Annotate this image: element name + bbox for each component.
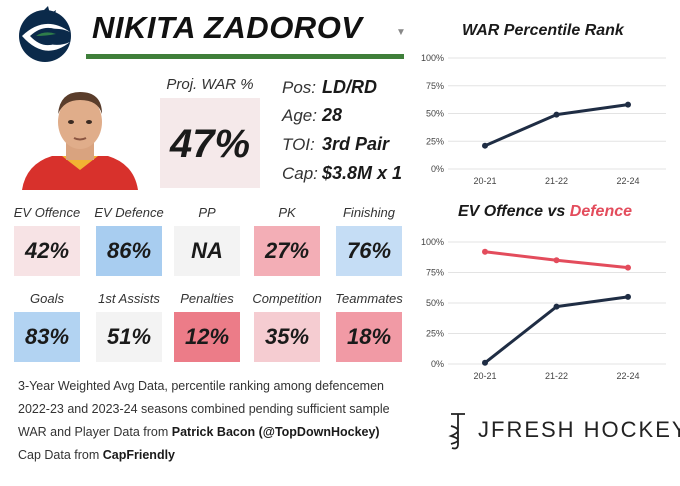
- footer-note-2: 2022-23 and 2023-24 seasons combined pen…: [18, 402, 390, 416]
- info-pos-value: LD/RD: [322, 77, 377, 97]
- stat-label-competition: Competition: [252, 291, 322, 306]
- proj-war-label: Proj. WAR %: [166, 76, 254, 93]
- info-toi-value: 3rd Pair: [322, 134, 390, 154]
- stat-label-penalties: Penalties: [180, 291, 234, 306]
- stat-tile-ev-defence: 86%: [96, 226, 162, 276]
- info-age-value: 28: [322, 105, 343, 125]
- chart-2-series-1-point: [625, 264, 631, 271]
- chart-1-series-0-point: [482, 142, 488, 149]
- chart-1-ytick-label: 50%: [426, 109, 444, 119]
- chart-1-xtick-label: 22-24: [616, 176, 639, 186]
- chart-1-ytick-label: 0%: [431, 164, 444, 174]
- stat-tile-ev-offence: 42%: [14, 226, 80, 276]
- footer-note-1: 3-Year Weighted Avg Data, percentile ran…: [18, 379, 384, 393]
- chart-2-ytick-label: 50%: [426, 298, 444, 308]
- stat-label-teammates: Teammates: [335, 291, 403, 306]
- player-name: NIKITA ZADOROV: [92, 10, 363, 45]
- chart-2-ytick-label: 100%: [421, 237, 444, 247]
- chart-1-series-0-line: [484, 103, 629, 148]
- stat-tile-teammates: 18%: [336, 312, 402, 362]
- footer-source-cap: Cap Data from CapFriendly: [18, 448, 176, 462]
- ev-offence-defence-chart: 0% 25% 50% 75% 100% 20-21 21-22 22-24: [421, 237, 666, 381]
- info-cap-value: $3.8M x 1: [322, 163, 403, 183]
- proj-war-box: [160, 98, 260, 188]
- stat-tile-pp: NA: [174, 226, 240, 276]
- stat-tile-penalties: 12%: [174, 312, 240, 362]
- stat-label-1st-assists: 1st Assists: [98, 291, 160, 306]
- chevron-down-icon[interactable]: ▼: [396, 27, 406, 38]
- stat-label-pk: PK: [278, 205, 296, 220]
- war-percentile-chart: 0% 25% 50% 75% 100% 20-21 21-22 22-24: [421, 53, 666, 186]
- chart-2-series-0-point: [482, 359, 488, 366]
- chart-2-title: EV Offence vs Defence: [458, 203, 633, 220]
- chart-2-ytick-label: 75%: [426, 268, 444, 278]
- stat-tile-competition: 35%: [254, 312, 320, 362]
- proj-war-value: 47%: [169, 122, 251, 166]
- chart-2-series-1-point: [553, 257, 560, 264]
- brand-name: JFRESH HOCKEY: [478, 417, 680, 442]
- team-logo: [19, 6, 71, 62]
- chart-1-ytick-label: 25%: [426, 136, 444, 146]
- stat-label-ev-offence: EV Offence: [13, 205, 81, 220]
- stat-tile-goals: 83%: [14, 312, 80, 362]
- chart-1-ytick-label: 75%: [426, 81, 444, 91]
- chart-1-xtick-label: 21-22: [545, 176, 568, 186]
- stat-tile-pk: 27%: [254, 226, 320, 276]
- chart-2-xtick-label: 20-21: [473, 371, 496, 381]
- source-link-patrick-bacon[interactable]: Patrick Bacon (@TopDownHockey): [171, 425, 380, 439]
- stat-tile-1st-assists: 51%: [96, 312, 162, 362]
- player-photo: [22, 92, 138, 190]
- chart-2-xtick-label: 21-22: [545, 371, 568, 381]
- chart-2-xtick-label: 22-24: [616, 371, 639, 381]
- info-pos-key: Pos:: [282, 78, 317, 97]
- info-cap-key: Cap:: [282, 164, 318, 183]
- chart-1-xtick-label: 20-21: [473, 176, 496, 186]
- stat-label-goals: Goals: [30, 291, 64, 306]
- chart-1-ytick-label: 100%: [421, 53, 444, 63]
- chart-2-series-0-point: [553, 303, 560, 310]
- chart-1-series-0-point: [553, 111, 560, 118]
- chart-1-title: WAR Percentile Rank: [462, 22, 624, 39]
- chart-2-series-0-point: [625, 293, 631, 300]
- chart-2-ytick-label: 25%: [426, 329, 444, 339]
- chart-1-series-0-point: [625, 101, 631, 108]
- stat-tile-finishing: 76%: [336, 226, 402, 276]
- chart-2-ytick-label: 0%: [431, 359, 444, 369]
- name-underline: [86, 54, 404, 59]
- stat-label-ev-defence: EV Defence: [94, 205, 164, 220]
- info-toi-key: TOI:: [282, 135, 315, 154]
- stat-label-finishing: Finishing: [342, 205, 396, 220]
- info-age-key: Age:: [282, 106, 317, 125]
- stat-label-pp: PP: [198, 205, 216, 220]
- brand-logo-icon: [448, 413, 465, 450]
- source-link-capfriendly[interactable]: CapFriendly: [102, 448, 176, 462]
- chart-2-series-1-point: [482, 248, 488, 255]
- footer-source-war: WAR and Player Data from Patrick Bacon (…: [18, 425, 380, 439]
